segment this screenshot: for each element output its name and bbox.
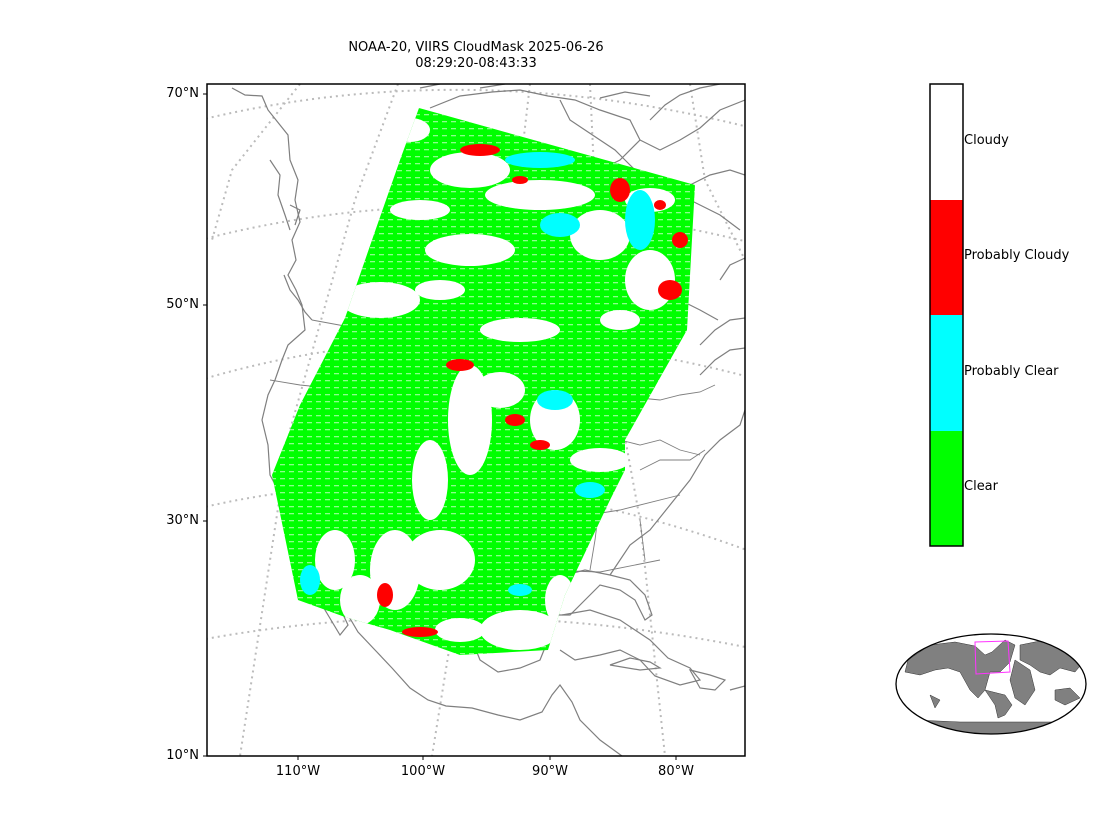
map-panel bbox=[207, 84, 745, 756]
map-title-line1: NOAA-20, VIIRS CloudMask 2025-06-26 bbox=[348, 40, 604, 55]
lon-label-110w: 110°W bbox=[275, 764, 321, 779]
lon-label-80w: 80°W bbox=[658, 764, 694, 779]
colorbar-swatch-probably-cloudy bbox=[930, 200, 963, 315]
lat-label-70n: 70°N bbox=[166, 86, 199, 101]
inset-swath-outline bbox=[974, 640, 1011, 675]
colorbar-swatch-probably-clear bbox=[930, 315, 963, 431]
axis-ticks bbox=[203, 93, 677, 760]
map-frame bbox=[206, 83, 746, 757]
legend-label-clear: Clear bbox=[964, 479, 998, 494]
colorbar bbox=[929, 83, 964, 547]
lat-label-10n: 10°N bbox=[166, 748, 199, 763]
legend-label-probably-cloudy: Probably Cloudy bbox=[964, 248, 1070, 263]
lon-label-90w: 90°W bbox=[532, 764, 568, 779]
lon-label-100w: 100°W bbox=[400, 764, 446, 779]
inset-globe bbox=[895, 633, 1087, 735]
lat-label-50n: 50°N bbox=[166, 297, 199, 312]
legend-label-cloudy: Cloudy bbox=[964, 133, 1009, 148]
colorbar-swatch-clear bbox=[930, 431, 963, 546]
lat-label-30n: 30°N bbox=[166, 513, 199, 528]
legend-label-probably-clear: Probably Clear bbox=[964, 364, 1059, 379]
colorbar-swatch-cloudy bbox=[930, 84, 963, 200]
map-title-line2: 08:29:20-08:43:33 bbox=[415, 56, 537, 71]
